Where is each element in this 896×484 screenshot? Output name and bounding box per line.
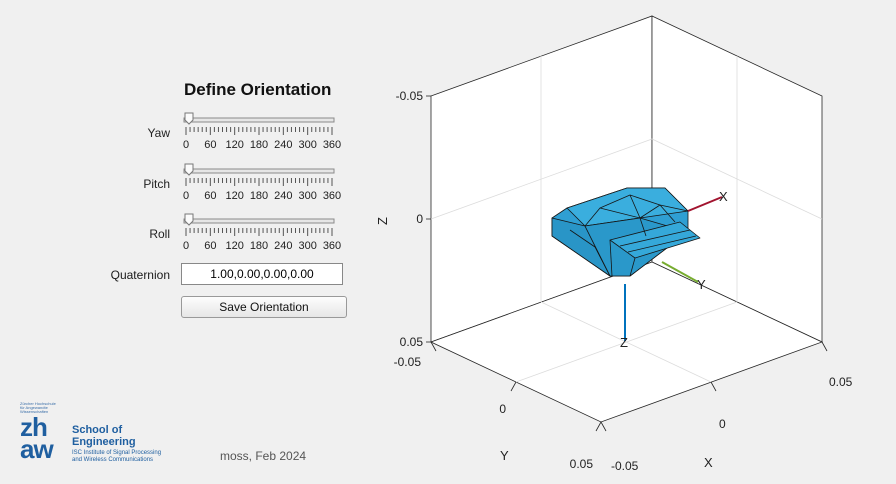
slider-tick-label: 240 (274, 139, 292, 151)
body-y-axis-line (661, 261, 699, 283)
pitch-label: Pitch (143, 177, 170, 191)
body-z-axis-label: Z (620, 335, 628, 350)
y-tick-label: 0 (499, 402, 506, 416)
z-tick-label: -0.05 (396, 89, 424, 103)
logo-school-line1: School of (72, 424, 123, 436)
body-x-axis-label: X (719, 189, 728, 204)
yaw-slider-thumb[interactable] (184, 112, 194, 125)
slider-tick-label: 180 (250, 190, 268, 202)
slider-tick-label: 300 (298, 190, 316, 202)
logo-aw: aw (20, 434, 54, 464)
slider-tick-label: 120 (225, 139, 243, 151)
slider-tick-label: 180 (250, 240, 268, 252)
z-tick-label: 0 (416, 212, 423, 226)
save-orientation-button[interactable]: Save Orientation (181, 296, 347, 318)
z-tick-label: 0.05 (400, 335, 424, 349)
slider-tick-label: 240 (274, 240, 292, 252)
slider-tick-label: 300 (298, 240, 316, 252)
quaternion-label: Quaternion (110, 268, 170, 282)
slider-tick-label: 240 (274, 190, 292, 202)
roll-slider-graphic[interactable]: 0 60 120 180 240 300 360 (182, 213, 344, 253)
x-tick-label: -0.05 (611, 459, 639, 473)
y-tick-label: -0.05 (394, 355, 422, 369)
z-axis-label: Z (375, 217, 390, 225)
roll-label: Roll (149, 227, 170, 241)
logo-institute-line2: and Wireless Communications (72, 457, 154, 463)
body-x-axis-line (687, 196, 723, 212)
y-axis-label: Y (500, 448, 509, 463)
yaw-slider-graphic[interactable]: 0 60 120 180 240 300 360 (182, 112, 344, 152)
logo-institute: ISC Institute of Signal Processing and W… (72, 450, 192, 464)
slider-tick-label: 300 (298, 139, 316, 151)
pitch-slider[interactable]: 0 60 120 180 240 300 360 (182, 163, 341, 203)
plot-grid (430, 56, 823, 383)
pitch-slider-graphic[interactable]: 0 60 120 180 240 300 360 (182, 163, 344, 203)
logo-zh: zh (20, 412, 48, 442)
roll-slider-thumb[interactable] (184, 213, 194, 226)
quaternion-field[interactable] (181, 263, 343, 285)
slider-tick-label: 360 (323, 240, 341, 252)
slider-tick-label: 60 (204, 240, 216, 252)
logo-school: School of Engineering (72, 424, 136, 448)
slider-tick-label: 0 (183, 139, 189, 151)
page-title: Define Orientation (184, 80, 332, 99)
slider-tick-label: 120 (225, 190, 243, 202)
x-axis-label: X (704, 455, 713, 470)
slider-tick-label: 360 (323, 139, 341, 151)
x-tick-label: 0.05 (829, 375, 853, 389)
slider-tick-label: 180 (250, 139, 268, 151)
body-y-axis-label: Y (697, 277, 706, 292)
logo-tiny-text: Zürcher Hochschule für Angewandte Wissen… (20, 401, 56, 414)
logo-school-line2: Engineering (72, 436, 136, 448)
slider-tick-label: 360 (323, 190, 341, 202)
author-note: moss, Feb 2024 (220, 449, 307, 463)
orientation-3d-plot[interactable]: X Y Z -0.05 0 0.05 Z -0.05 0 0.05 Y -0.0… (360, 0, 896, 484)
slider-tick-label: 60 (204, 139, 216, 151)
yaw-slider[interactable]: 0 60 120 180 240 300 360 (182, 112, 341, 152)
x-tick-label: 0 (719, 417, 726, 431)
slider-tick-label: 0 (183, 190, 189, 202)
slider-tick-label: 120 (225, 240, 243, 252)
zhaw-logo: Zürcher Hochschule für Angewandte Wissen… (18, 402, 188, 464)
sensor-body (551, 187, 701, 277)
pitch-slider-thumb[interactable] (184, 163, 194, 176)
yaw-label: Yaw (147, 126, 170, 140)
slider-tick-label: 0 (183, 240, 189, 252)
slider-tick-label: 60 (204, 190, 216, 202)
logo-institute-line1: ISC Institute of Signal Processing (72, 450, 162, 456)
roll-slider[interactable]: 0 60 120 180 240 300 360 (182, 213, 341, 253)
y-tick-label: 0.05 (570, 457, 594, 471)
